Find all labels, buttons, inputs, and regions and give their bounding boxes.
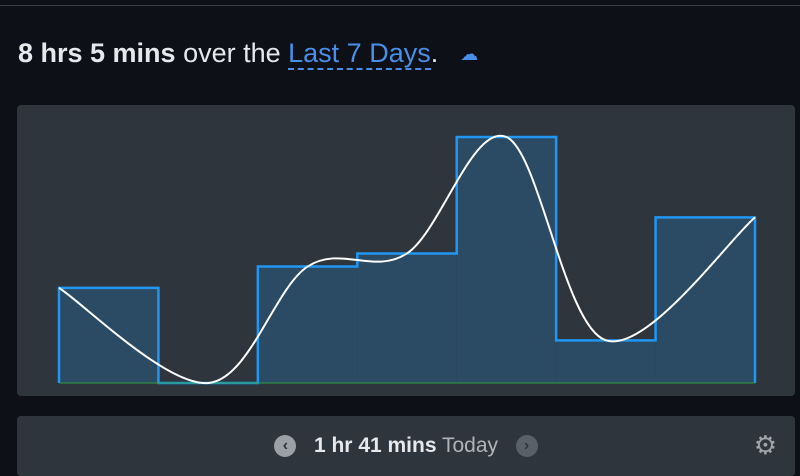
page-title: 8 hrs 5 mins over the Last 7 Days. ☁ [18, 38, 479, 70]
today-label: Today [436, 434, 499, 457]
title-period: . [430, 38, 439, 68]
top-divider [0, 5, 800, 6]
bar [655, 217, 755, 383]
title-text: over the [175, 38, 289, 68]
trend-curve [58, 134, 756, 385]
total-time: 8 hrs 5 mins [18, 38, 176, 68]
bar [257, 266, 358, 383]
bar [59, 287, 159, 383]
activity-chart [17, 105, 795, 396]
cloud-download-icon[interactable]: ☁ [460, 44, 479, 65]
chevron-right-icon[interactable]: › [515, 435, 538, 458]
day-navigator: ‹ 1 hr 41 mins Today › ⚙ [17, 416, 795, 476]
chevron-left-icon[interactable]: ‹ [274, 435, 297, 458]
bar [556, 340, 656, 383]
date-range-dropdown[interactable]: Last 7 Days [288, 38, 431, 70]
gear-icon[interactable]: ⚙ [753, 430, 777, 460]
chart-svg [57, 134, 757, 385]
bar [456, 137, 557, 383]
bar [357, 253, 457, 383]
today-total: 1 hr 41 mins [313, 434, 437, 457]
